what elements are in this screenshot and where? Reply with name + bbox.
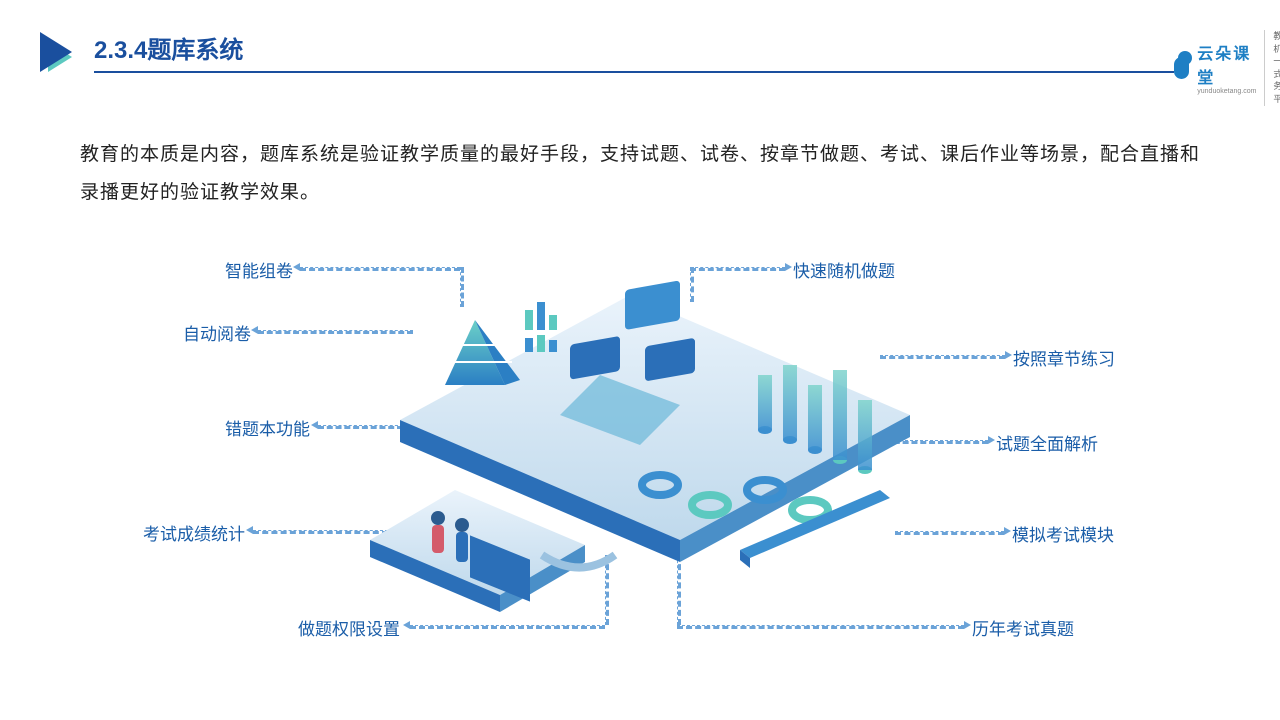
label-quick-random: 快速随机做题 (793, 257, 895, 282)
section-title: 2.3.4题库系统 (94, 30, 1174, 73)
logo-url: yunduoketang.com (1197, 88, 1256, 95)
section-title-text: 题库系统 (147, 37, 243, 64)
cloud-icon (1174, 57, 1189, 79)
label-full-analysis: 试题全面解析 (996, 430, 1098, 455)
feature-diagram: 智能组卷 自动阅卷 错题本功能 考试成绩统计 做题权限设置 快速随机做题 按照章… (0, 225, 1280, 665)
logo-brand: 云朵课堂 (1197, 40, 1256, 88)
label-smart-compose: 智能组卷 (225, 257, 293, 282)
label-exam-stats: 考试成绩统计 (143, 520, 245, 545)
brand-logo: 云朵课堂 yunduoketang.com 教育机构一站式服务云平台 (1174, 30, 1280, 106)
label-auto-grade: 自动阅卷 (183, 320, 251, 345)
section-number: 2.3.4 (94, 37, 147, 64)
label-wrong-book: 错题本功能 (225, 415, 310, 440)
label-chapter-practice: 按照章节练习 (1013, 345, 1115, 370)
logo-tagline: 教育机构一站式服务云平台 (1264, 30, 1280, 106)
description-text: 教育的本质是内容，题库系统是验证教学质量的最好手段，支持试题、试卷、按章节做题、… (0, 106, 1280, 212)
isometric-illustration (370, 280, 930, 610)
section-arrow-icon (40, 32, 76, 72)
label-past-papers: 历年考试真题 (972, 615, 1074, 640)
label-mock-exam: 模拟考试模块 (1012, 521, 1114, 546)
